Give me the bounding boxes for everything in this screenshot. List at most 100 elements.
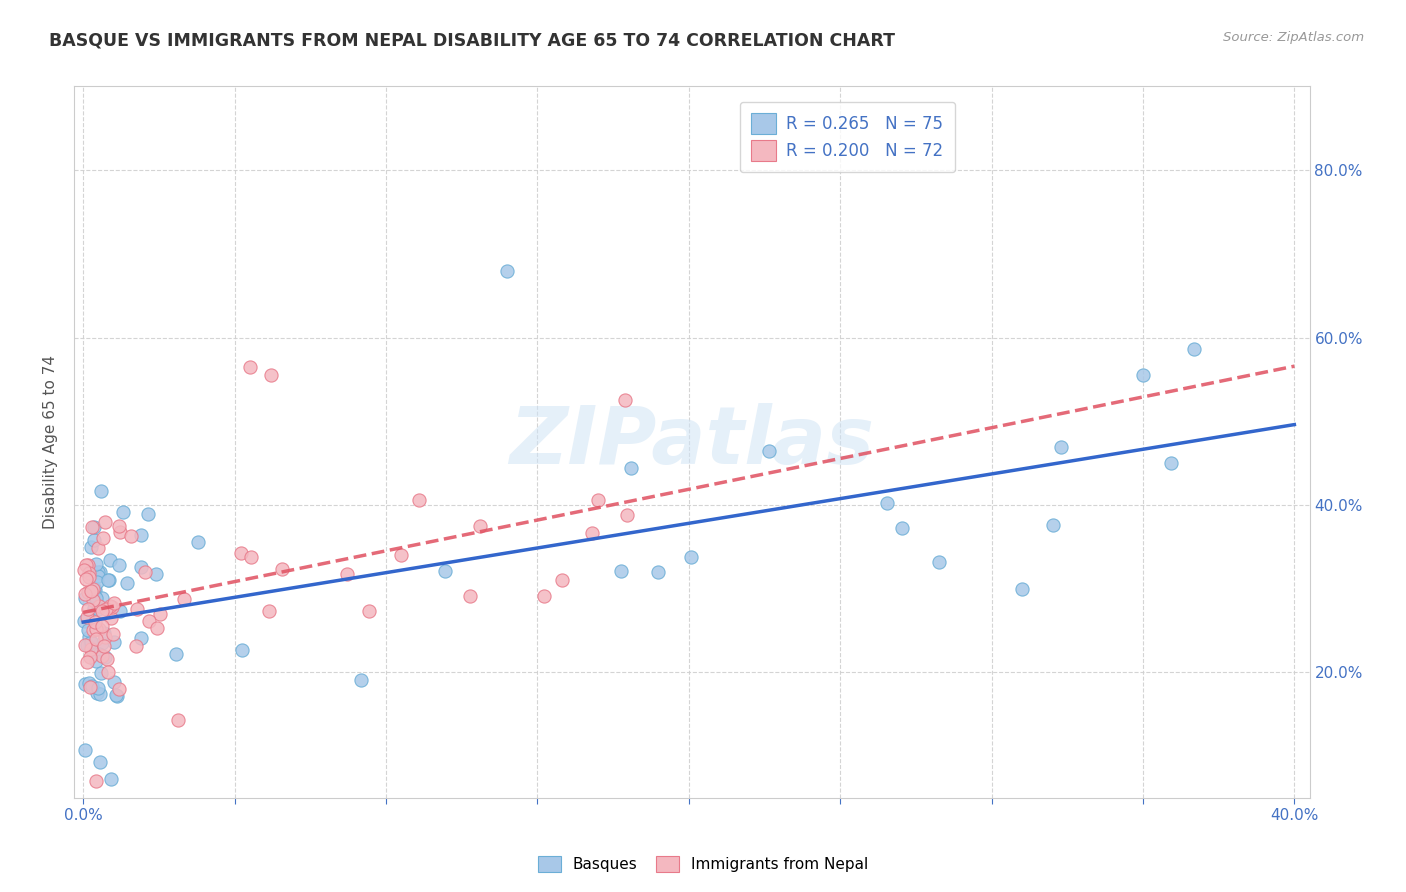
Point <box>90 483 112 498</box>
Point <box>86 574 108 589</box>
Point <box>129 528 152 542</box>
Point <box>108 604 131 618</box>
Point <box>82 520 104 534</box>
Text: BASQUE VS IMMIGRANTS FROM NEPAL DISABILITY AGE 65 TO 74 CORRELATION CHART: BASQUE VS IMMIGRANTS FROM NEPAL DISABILI… <box>49 31 896 49</box>
Point <box>83 533 105 547</box>
Point <box>458 589 481 603</box>
Text: ZIPatlas: ZIPatlas <box>509 403 875 481</box>
Point <box>616 508 638 523</box>
Point <box>87 569 110 583</box>
Point <box>131 560 153 574</box>
Point <box>610 564 633 578</box>
Point <box>76 601 98 615</box>
Point <box>1182 342 1205 356</box>
Point <box>1132 368 1154 383</box>
Point <box>76 585 98 599</box>
Point <box>73 743 96 757</box>
Point <box>876 496 898 510</box>
Point <box>96 651 118 665</box>
Point <box>231 546 253 560</box>
Point <box>79 640 101 655</box>
Point <box>87 541 110 556</box>
Point <box>87 681 110 695</box>
Point <box>87 565 110 579</box>
Point <box>83 582 105 597</box>
Point <box>84 622 107 636</box>
Point <box>82 623 104 637</box>
Point <box>107 558 129 572</box>
Point <box>145 567 167 582</box>
Point <box>91 591 114 606</box>
Point <box>167 714 190 728</box>
Point <box>87 602 110 616</box>
Legend: Basques, Immigrants from Nepal: Basques, Immigrants from Nepal <box>530 848 876 880</box>
Point <box>336 566 359 581</box>
Point <box>101 599 124 614</box>
Point <box>108 519 131 533</box>
Point <box>80 641 103 656</box>
Point <box>891 521 914 535</box>
Point <box>100 611 122 625</box>
Point <box>82 582 104 597</box>
Point <box>614 392 637 407</box>
Point <box>76 655 98 669</box>
Point <box>647 565 669 579</box>
Point <box>80 635 103 649</box>
Point <box>86 774 108 789</box>
Point <box>89 565 111 579</box>
Point <box>239 359 262 374</box>
Point <box>117 576 139 591</box>
Point <box>91 531 114 545</box>
Point <box>80 584 103 599</box>
Point <box>165 647 187 661</box>
Point <box>73 587 96 601</box>
Point <box>149 607 172 622</box>
Point <box>89 687 111 701</box>
Point <box>82 680 104 694</box>
Y-axis label: Disability Age 65 to 74: Disability Age 65 to 74 <box>44 355 58 529</box>
Point <box>104 688 127 702</box>
Point <box>125 640 148 654</box>
Point <box>581 525 603 540</box>
Legend: R = 0.265   N = 75, R = 0.200   N = 72: R = 0.265 N = 75, R = 0.200 N = 72 <box>740 102 955 172</box>
Point <box>758 444 780 458</box>
Point <box>357 604 380 618</box>
Point <box>231 643 253 657</box>
Point <box>1160 456 1182 470</box>
Point <box>75 677 97 691</box>
Point <box>90 636 112 650</box>
Point <box>83 615 105 630</box>
Point <box>90 665 112 680</box>
Point <box>86 558 108 572</box>
Point <box>73 614 96 628</box>
Point <box>89 755 111 769</box>
Point <box>1042 518 1064 533</box>
Point <box>75 638 97 652</box>
Point <box>84 591 107 606</box>
Point <box>533 589 555 603</box>
Point <box>1049 440 1071 454</box>
Point <box>350 673 373 688</box>
Point <box>588 493 610 508</box>
Point <box>93 639 115 653</box>
Point <box>408 493 430 508</box>
Point <box>129 632 152 646</box>
Point <box>103 634 125 648</box>
Point <box>620 461 643 475</box>
Point <box>73 563 96 577</box>
Point <box>77 623 100 637</box>
Point <box>257 604 280 618</box>
Point <box>134 566 156 580</box>
Point <box>79 650 101 665</box>
Point <box>77 566 100 580</box>
Point <box>103 674 125 689</box>
Text: Source: ZipAtlas.com: Source: ZipAtlas.com <box>1223 31 1364 45</box>
Point <box>77 630 100 644</box>
Point <box>270 562 292 576</box>
Point <box>98 573 121 587</box>
Point <box>82 593 104 607</box>
Point <box>260 368 283 383</box>
Point <box>468 518 491 533</box>
Point <box>101 627 124 641</box>
Point <box>86 686 108 700</box>
